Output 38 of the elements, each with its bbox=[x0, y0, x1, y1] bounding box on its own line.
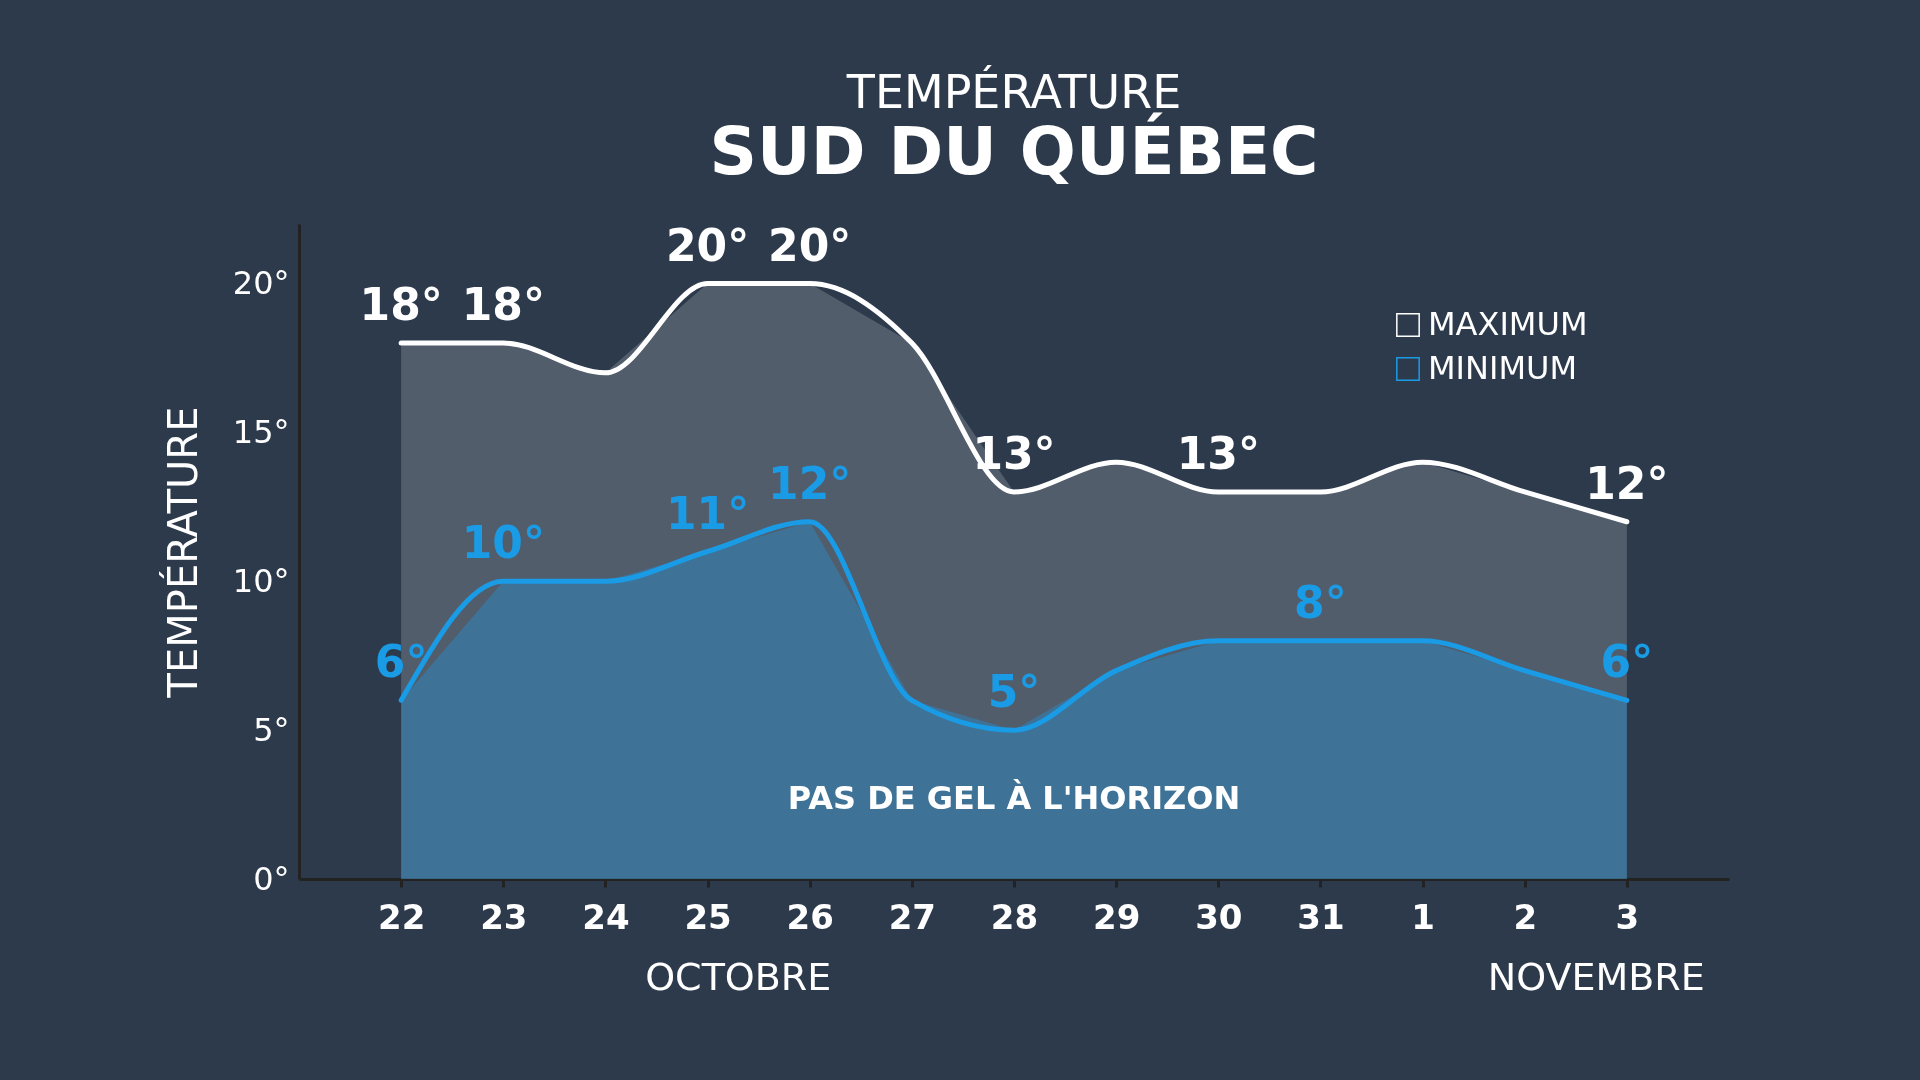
annotation: PAS DE GEL À L'HORIZON bbox=[787, 779, 1241, 817]
x-tick-label: 30 bbox=[1195, 896, 1243, 937]
x-tick-label: 29 bbox=[1092, 896, 1141, 937]
x-tick-label: 1 bbox=[1411, 896, 1435, 937]
x-tick-label: 23 bbox=[480, 896, 528, 937]
data-label: 18° bbox=[461, 279, 545, 331]
y-tick-label: 15° bbox=[232, 412, 290, 451]
text: NOVEMBRE bbox=[1487, 955, 1705, 999]
text: OCTOBRE bbox=[645, 955, 832, 999]
data-label: 11° bbox=[665, 487, 750, 539]
y-tick-label: 0° bbox=[253, 859, 290, 898]
x-tick-label: 27 bbox=[888, 896, 937, 937]
x-tick-label: 26 bbox=[786, 896, 834, 937]
data-label: 10° bbox=[461, 517, 545, 569]
y-tick-label: 20° bbox=[232, 264, 290, 303]
x-tick-label: 2 bbox=[1513, 896, 1538, 937]
y-tick-label: 10° bbox=[232, 561, 290, 600]
y-axis-title: TEMPÉRATURE bbox=[158, 406, 206, 699]
legend-label: MAXIMUM bbox=[1428, 305, 1588, 343]
data-label: 12° bbox=[768, 457, 852, 509]
legend-label: MINIMUM bbox=[1428, 349, 1578, 387]
data-label: 12° bbox=[1585, 457, 1669, 509]
x-tick-label: 28 bbox=[990, 896, 1039, 937]
data-label: 20° bbox=[665, 219, 750, 271]
data-label: 18° bbox=[359, 279, 443, 331]
data-label: 6° bbox=[1600, 636, 1654, 688]
data-label: 20° bbox=[768, 219, 852, 271]
x-tick-label: 22 bbox=[377, 896, 426, 937]
x-tick-label: 25 bbox=[684, 896, 732, 937]
data-label: 13° bbox=[1176, 427, 1260, 479]
x-tick-label: 24 bbox=[582, 896, 630, 937]
data-label: 13° bbox=[972, 427, 1056, 479]
data-label: 8° bbox=[1294, 576, 1347, 628]
data-label: 5° bbox=[987, 666, 1041, 718]
y-tick-label: 5° bbox=[253, 710, 290, 749]
x-tick-label: 31 bbox=[1297, 896, 1345, 937]
data-label: 6° bbox=[374, 636, 428, 688]
x-tick-label: 3 bbox=[1615, 896, 1640, 937]
